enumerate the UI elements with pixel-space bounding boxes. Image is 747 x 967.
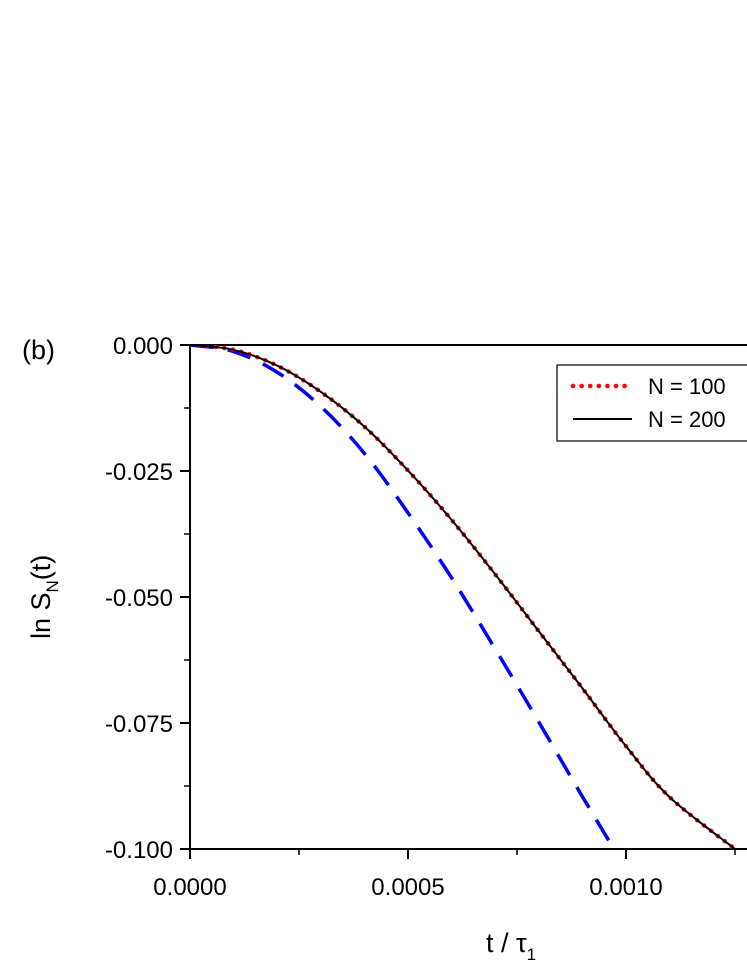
series-2-line bbox=[190, 345, 736, 849]
x-tick-label: 0.0005 bbox=[371, 874, 444, 901]
legend-label-series-1: N = 100 bbox=[648, 374, 726, 399]
legend-label-series-2: N = 200 bbox=[648, 407, 726, 432]
y-axis-label-subscript: N bbox=[43, 580, 62, 592]
legend: N = 100 N = 200 bbox=[556, 364, 747, 442]
panel-label: (b) bbox=[22, 335, 55, 365]
y-tick-label: -0.075 bbox=[105, 711, 173, 738]
x-axis-label: t / τ1 bbox=[486, 928, 536, 964]
axis-ticks: 0.0000 0.0005 0.0010 0.000 -0.025 -0.050 -0.07… bbox=[105, 333, 736, 901]
x-tick-label: 0.0000 bbox=[153, 874, 226, 901]
y-tick-label: 0.000 bbox=[113, 333, 173, 360]
y-tick-label: -0.050 bbox=[105, 585, 173, 612]
series-3-line bbox=[190, 345, 617, 849]
series-layer bbox=[190, 345, 738, 849]
y-tick-label: -0.025 bbox=[105, 459, 173, 486]
y-axis-label: ln SN(t) bbox=[26, 555, 62, 639]
legend-box bbox=[556, 364, 747, 442]
y-tick-label: -0.100 bbox=[105, 837, 173, 864]
x-axis-label-subscript: 1 bbox=[527, 945, 536, 964]
x-tick-label: 0.0010 bbox=[589, 874, 662, 901]
